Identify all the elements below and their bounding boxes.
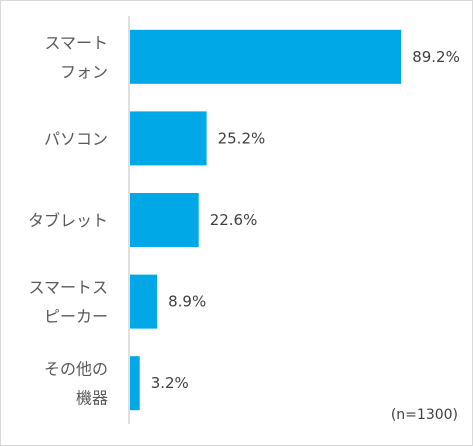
category-label-0-line-0: スマート	[44, 33, 108, 52]
bar-3	[130, 274, 158, 329]
bar-1	[130, 111, 207, 166]
bar-4	[130, 356, 140, 411]
category-label-3-line-1: ピーカー	[44, 307, 108, 326]
sample-size-note: (n=1300)	[391, 407, 458, 423]
bar-0	[130, 29, 402, 84]
bar-2	[130, 193, 199, 247]
value-label-3: 8.9%	[168, 293, 206, 311]
value-label-0: 89.2%	[412, 48, 460, 66]
category-label-0-line-1: フォン	[60, 62, 108, 81]
value-label-2: 22.6%	[210, 211, 258, 229]
value-label-1: 25.2%	[218, 129, 266, 147]
category-label-4-line-1: 機器	[76, 389, 108, 408]
value-label-4: 3.2%	[151, 374, 189, 392]
category-label-2: タブレット	[28, 211, 108, 230]
category-label-4-line-0: その他の	[44, 360, 108, 379]
category-label-1: パソコン	[44, 129, 108, 148]
category-label-3-line-0: スマートス	[28, 278, 108, 297]
